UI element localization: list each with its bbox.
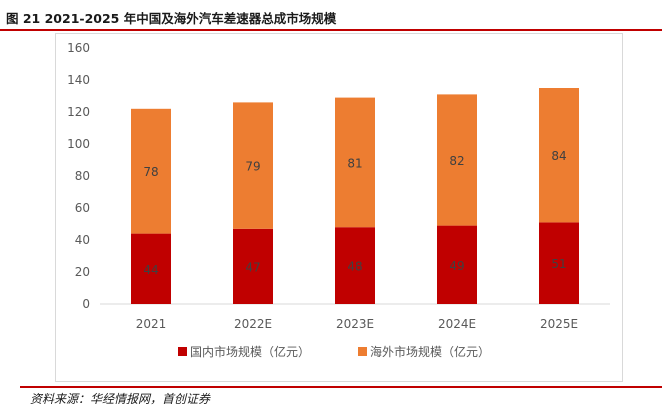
data-label: 84 — [551, 149, 566, 163]
x-tick-label: 2025E — [540, 317, 578, 331]
x-tick-label: 2023E — [336, 317, 374, 331]
bar-segment-overseas — [437, 94, 477, 226]
bar-segment-domestic — [539, 222, 579, 304]
data-label: 81 — [347, 156, 362, 170]
data-label: 51 — [551, 257, 566, 271]
y-tick-label: 40 — [75, 233, 90, 247]
y-tick-label: 0 — [82, 297, 90, 311]
figure-title-bar: 图 21 2021-2025 年中国及海外汽车差速器总成市场规模 — [0, 0, 662, 31]
data-label: 82 — [449, 154, 464, 168]
data-label: 79 — [245, 160, 260, 174]
bar-segment-domestic — [233, 228, 273, 304]
legend-swatch — [178, 347, 187, 356]
x-tick-label: 2024E — [438, 317, 476, 331]
y-tick-label: 140 — [67, 73, 90, 87]
bar-segment-domestic — [335, 227, 375, 304]
data-label: 78 — [143, 165, 158, 179]
x-tick-label: 2022E — [234, 317, 272, 331]
y-tick-label: 80 — [75, 169, 90, 183]
y-tick-label: 20 — [75, 265, 90, 279]
figure-title: 图 21 2021-2025 年中国及海外汽车差速器总成市场规模 — [6, 11, 337, 26]
x-tick-label: 2021 — [136, 317, 167, 331]
y-tick-label: 120 — [67, 105, 90, 119]
chart-frame — [55, 33, 623, 382]
bar-segment-overseas — [539, 88, 579, 223]
title-rule — [0, 29, 662, 31]
y-tick-label: 160 — [67, 41, 90, 55]
legend-swatch — [358, 347, 367, 356]
y-tick-label: 100 — [67, 137, 90, 151]
source-rule — [20, 386, 662, 388]
data-label: 44 — [143, 263, 158, 277]
bar-segment-domestic — [131, 233, 171, 304]
source-note: 资料来源：华经情报网，首创证券 — [30, 392, 211, 406]
data-label: 49 — [449, 259, 464, 273]
data-label: 47 — [245, 260, 260, 274]
bar-segment-domestic — [437, 225, 477, 304]
bar-segment-overseas — [131, 108, 171, 234]
y-tick-label: 60 — [75, 201, 90, 215]
legend-label: 国内市场规模（亿元） — [190, 344, 310, 359]
legend-label: 海外市场规模（亿元） — [370, 344, 490, 359]
data-label: 48 — [347, 260, 362, 274]
bar-segment-overseas — [335, 97, 375, 228]
bar-segment-overseas — [233, 102, 273, 229]
